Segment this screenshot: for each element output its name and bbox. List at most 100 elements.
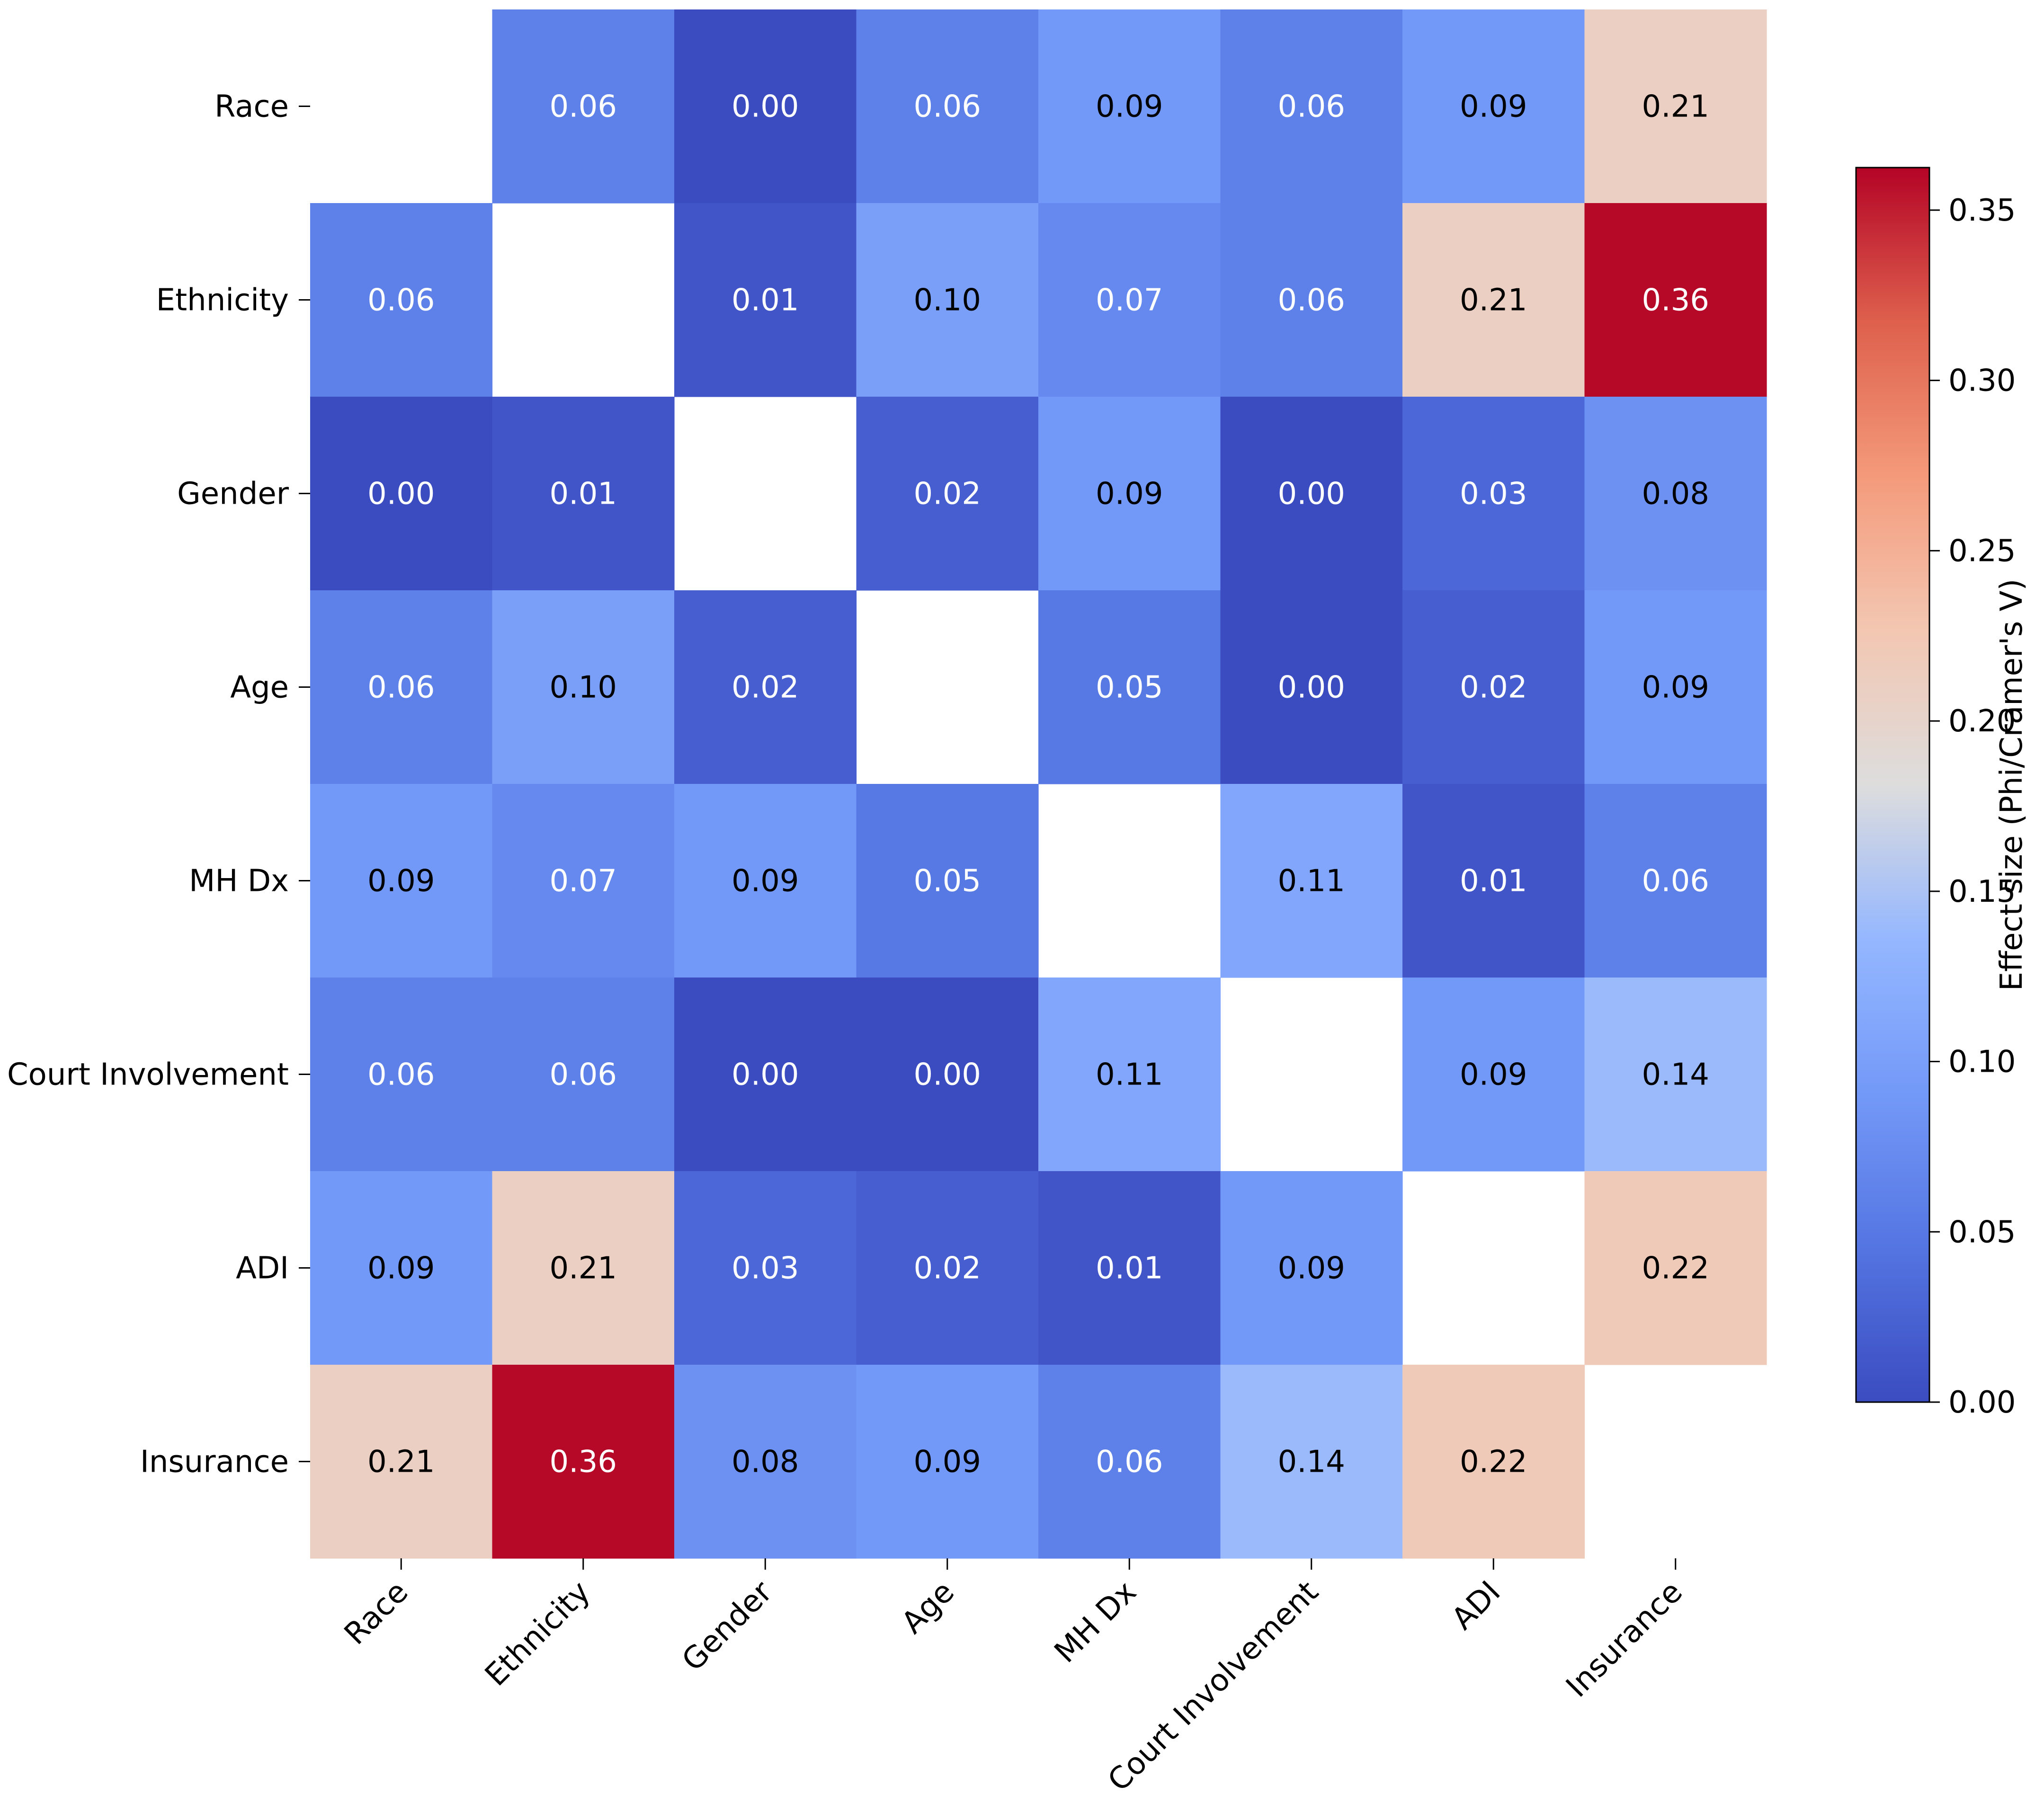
cell-age-insurance <box>1584 590 1767 784</box>
cell-race-mh-dx <box>1038 9 1221 204</box>
cell-mh-dx-age <box>856 784 1039 978</box>
cell-court-involvement-mh-dx <box>1038 978 1221 1172</box>
cell-value-label: 0.06 <box>367 670 435 705</box>
cell-value-label: 0.11 <box>1096 1058 1163 1093</box>
colorbar-tick-label: 0.00 <box>1948 1385 2016 1420</box>
cell-mh-dx-race <box>310 784 493 978</box>
cell-value-label: 0.06 <box>1096 1445 1163 1480</box>
column-label-race: Race <box>338 1574 415 1652</box>
cell-mh-dx-court-involvement <box>1220 784 1403 978</box>
colorbar-tick-label: 0.35 <box>1948 193 2016 228</box>
colorbar-tick-label: 0.05 <box>1948 1215 2016 1250</box>
cell-value-label: 0.00 <box>732 89 799 124</box>
cell-value-label: 0.22 <box>1460 1445 1527 1480</box>
cell-value-label: 0.10 <box>550 670 617 705</box>
colorbar-gradient <box>1856 168 1929 1402</box>
cell-value-label: 0.06 <box>550 89 617 124</box>
cell-insurance-ethnicity <box>492 1365 675 1559</box>
colorbar-frame <box>1855 167 1930 1403</box>
cell-court-involvement-ethnicity <box>492 978 675 1172</box>
row-label-insurance: Insurance <box>140 1445 289 1480</box>
colorbar-tick-label: 0.25 <box>1948 533 2016 569</box>
cell-court-involvement-adi <box>1402 978 1585 1172</box>
cell-age-mh-dx <box>1038 590 1221 784</box>
cell-value-label: 0.01 <box>1460 864 1527 899</box>
cell-value-label: 0.09 <box>367 864 435 899</box>
cell-value-label: 0.02 <box>732 670 799 705</box>
row-label-gender: Gender <box>177 477 289 512</box>
column-label-adi: ADI <box>1445 1574 1507 1636</box>
row-label-adi: ADI <box>236 1251 289 1286</box>
cell-value-label: 0.00 <box>1278 670 1346 705</box>
cell-value-label: 0.21 <box>1460 283 1527 318</box>
column-label-mh-dx: MH Dx <box>1048 1574 1143 1670</box>
cell-gender-court-involvement <box>1220 397 1403 591</box>
cell-value-label: 0.03 <box>1460 477 1527 512</box>
colorbar-tick-label: 0.10 <box>1948 1045 2016 1080</box>
cell-adi-gender <box>674 1171 857 1365</box>
cell-race-insurance <box>1584 9 1767 204</box>
cell-value-label: 0.08 <box>1642 477 1710 512</box>
colorbar-ticks: 0.00 0.05 0.10 0.15 0.20 0.25 0.30 0.35 <box>1929 193 2016 1420</box>
row-label-age: Age <box>230 670 289 705</box>
heatmap-cells: 0.06 0.00 0.06 0.09 0.06 0.09 0.21 0.06 0.01 0.10… <box>310 9 1767 1559</box>
cell-insurance-court-involvement <box>1220 1365 1403 1559</box>
cell-gender-age <box>856 397 1039 591</box>
cell-age-court-involvement <box>1220 590 1403 784</box>
row-label-mh-dx: MH Dx <box>189 864 289 899</box>
cell-race-court-involvement <box>1220 9 1403 204</box>
cell-value-label: 0.09 <box>1642 670 1710 705</box>
cell-race-gender <box>674 9 857 204</box>
colorbar-tick-label: 0.15 <box>1948 874 2016 909</box>
cell-value-label: 0.21 <box>1642 89 1710 124</box>
cell-value-label: 0.00 <box>367 477 435 512</box>
cell-ethnicity-gender <box>674 203 857 397</box>
cell-adi-race <box>310 1171 493 1365</box>
cell-insurance-mh-dx <box>1038 1365 1221 1559</box>
row-label-court-involvement: Court Involvement <box>7 1058 289 1093</box>
column-label-court-involvement: Court Involvement <box>1101 1574 1325 1798</box>
row-axis: Race Ethnicity Gender Age MH Dx Court Involve… <box>7 89 310 1480</box>
cell-race-adi <box>1402 9 1585 204</box>
row-label-race: Race <box>214 89 289 124</box>
cell-mh-dx-gender <box>674 784 857 978</box>
cell-value-label: 0.14 <box>1278 1445 1346 1480</box>
cell-value-label: 0.05 <box>914 864 982 899</box>
cell-value-label: 0.09 <box>1460 89 1527 124</box>
cell-ethnicity-race <box>310 203 493 397</box>
cell-adi-ethnicity <box>492 1171 675 1365</box>
cell-insurance-adi <box>1402 1365 1585 1559</box>
cell-ethnicity-insurance <box>1584 203 1767 397</box>
cell-value-label: 0.06 <box>1278 89 1346 124</box>
cell-value-label: 0.06 <box>550 1058 617 1093</box>
cell-value-label: 0.03 <box>732 1251 799 1286</box>
cell-ethnicity-adi <box>1402 203 1585 397</box>
cell-court-involvement-age <box>856 978 1039 1172</box>
cell-gender-insurance <box>1584 397 1767 591</box>
cell-value-label: 0.09 <box>1460 1058 1527 1093</box>
cell-race-age <box>856 9 1039 204</box>
cell-value-label: 0.21 <box>550 1251 617 1286</box>
cell-value-label: 0.14 <box>1642 1058 1710 1093</box>
cell-adi-age <box>856 1171 1039 1365</box>
cell-value-label: 0.21 <box>367 1445 435 1480</box>
cell-insurance-age <box>856 1365 1039 1559</box>
cell-value-label: 0.02 <box>1460 670 1527 705</box>
cell-value-label: 0.02 <box>914 477 982 512</box>
cell-gender-race <box>310 397 493 591</box>
cell-value-label: 0.22 <box>1642 1251 1710 1286</box>
cell-value-label: 0.05 <box>1096 670 1163 705</box>
cell-value-label: 0.06 <box>1278 283 1346 318</box>
cell-value-label: 0.10 <box>914 283 982 318</box>
cell-adi-mh-dx <box>1038 1171 1221 1365</box>
cell-ethnicity-age <box>856 203 1039 397</box>
row-label-ethnicity: Ethnicity <box>156 283 289 318</box>
cell-value-label: 0.01 <box>732 283 799 318</box>
cell-race-ethnicity <box>492 9 675 204</box>
cell-mh-dx-insurance <box>1584 784 1767 978</box>
cell-age-ethnicity <box>492 590 675 784</box>
cell-court-involvement-race <box>310 978 493 1172</box>
cell-value-label: 0.01 <box>1096 1251 1163 1286</box>
